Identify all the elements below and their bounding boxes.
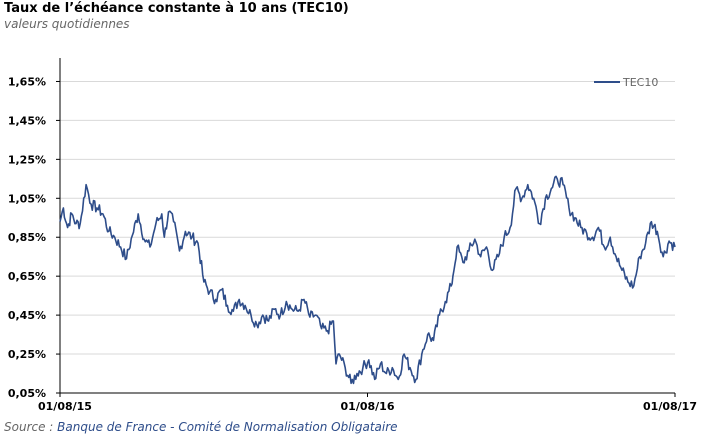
source-note: Source : Banque de France - Comité de No… [4,420,398,434]
legend-label-tec10: TEC10 [622,76,658,89]
y-tick-label: 1,65% [8,75,46,88]
y-tick-label: 1,05% [8,192,46,205]
axes [56,58,676,397]
x-tick-label: 01/08/16 [341,400,395,413]
source-organization: Banque de France - Comité de Normalisati… [57,420,398,434]
chart-subtitle: valeurs quotidiennes [4,17,130,31]
series-line-tec10 [59,175,676,385]
y-tick-label: 1,25% [8,153,46,166]
chart-title: Taux de l’échéance constante à 10 ans (T… [4,1,349,16]
y-tick-label: 0,05% [8,387,46,400]
y-tick-label: 0,85% [8,231,46,244]
y-tick-label: 1,45% [8,114,46,127]
x-tick-label: 01/08/17 [643,400,697,413]
x-tick-label: 01/08/15 [38,400,92,413]
y-tick-label: 0,65% [8,270,46,283]
legend: TEC10 [594,76,658,89]
line-chart: 0,05% 0,25% 0,45% 0,65% 0,85% 1,05% 1,25% 1,45%… [8,58,697,413]
x-tick-labels: 01/08/15 01/08/16 01/08/17 [38,400,697,413]
source-prefix: Source : [4,420,58,434]
y-tick-label: 0,25% [8,348,46,361]
y-tick-labels: 0,05% 0,25% 0,45% 0,65% 0,85% 1,05% 1,25% 1,45%… [8,75,46,400]
y-tick-label: 0,45% [8,309,46,322]
grid-lines [60,80,675,355]
